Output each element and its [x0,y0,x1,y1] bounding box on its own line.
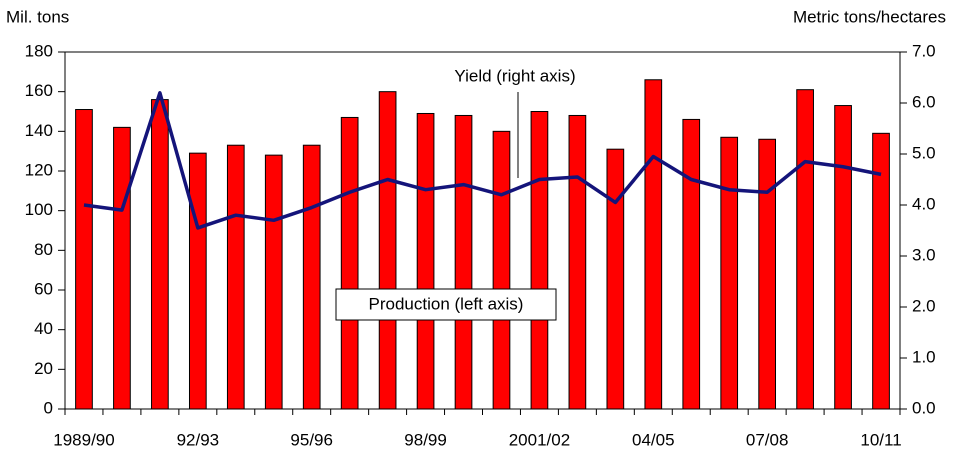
y2-tick-label: 4.0 [912,194,936,213]
bar [720,136,739,410]
bar [378,91,397,410]
y2-axis-title: Metric tons/hectares [793,7,946,26]
bar [568,114,587,410]
bar [644,79,663,410]
x-tick-label: 04/05 [632,430,675,449]
bar [113,126,131,410]
y-tick-label: 100 [25,200,53,219]
y2-tick-label: 2.0 [912,296,936,315]
bar [151,99,169,410]
x-tick-label: 1989/90 [53,430,114,449]
annotation: Yield (right axis) [454,66,575,85]
bar [226,144,245,410]
y2-tick-label: 1.0 [912,347,936,366]
y2-tick-label: 5.0 [912,143,936,162]
bar [75,109,93,410]
y-tick-label: 160 [25,81,53,100]
y-tick-label: 40 [34,319,53,338]
bar [530,111,549,410]
y2-tick-label: 3.0 [912,245,936,264]
bar [682,118,701,410]
y2-tick-label: 6.0 [912,92,936,111]
x-tick-label: 2001/02 [509,430,570,449]
bar [340,116,359,410]
bar [264,154,283,410]
bar [872,132,890,410]
y2-tick-label: 7.0 [912,41,936,60]
annotation-box [335,288,557,321]
y-tick-label: 20 [34,359,53,378]
x-tick-label: 95/96 [290,430,333,449]
bar [454,114,473,410]
bar [796,89,814,410]
y-tick-label: 120 [25,160,53,179]
y-tick-label: 0 [44,398,53,417]
bar [188,152,207,410]
annotation: Production (left axis) [369,294,524,313]
bar [492,130,511,410]
bar [758,138,777,410]
bar [416,112,435,410]
bar [606,148,625,410]
bar [302,144,321,410]
x-tick-label: 10/11 [860,430,901,449]
y2-tick-label: 0.0 [912,398,936,417]
bar [834,105,852,410]
x-tick-label: 98/99 [404,430,447,449]
y-tick-label: 180 [25,41,53,60]
y-axis-title: Mil. tons [6,7,69,26]
y-tick-label: 140 [25,121,53,140]
y-tick-label: 80 [34,240,53,259]
x-tick-label: 92/93 [177,430,220,449]
y-tick-label: 60 [34,279,53,298]
yield-line [83,91,882,230]
x-tick-label: 07/08 [746,430,789,449]
